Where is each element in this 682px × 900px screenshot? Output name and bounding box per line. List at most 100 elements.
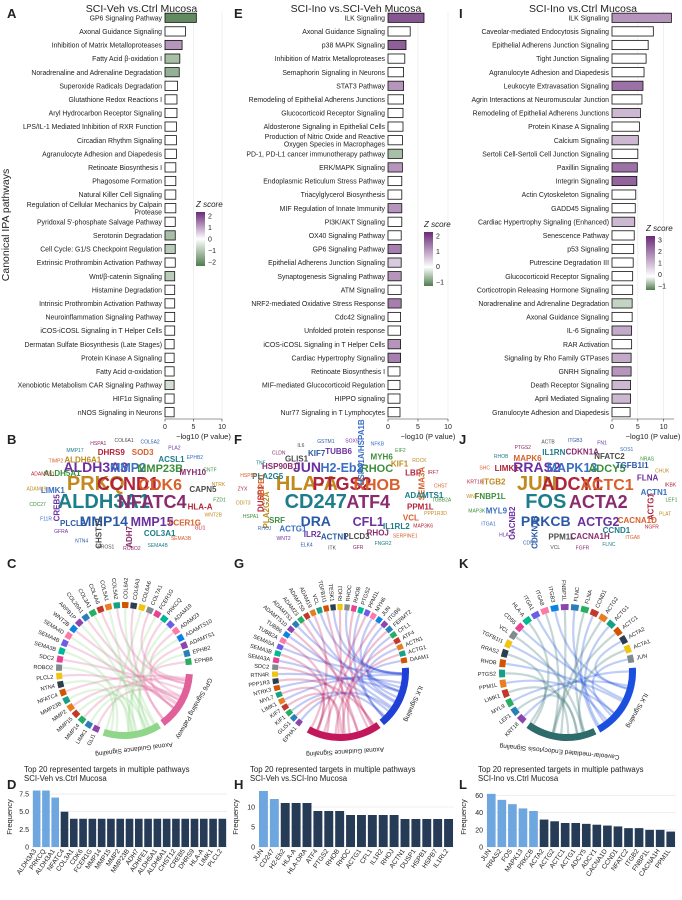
chord-gene-label: ITGA1 bbox=[521, 595, 534, 612]
freq-bar bbox=[508, 804, 517, 847]
pathway-bar bbox=[611, 203, 636, 214]
cloud-word: CDK6 bbox=[138, 477, 182, 494]
cloud-word: MAPK13 bbox=[547, 461, 598, 475]
chord-gene-label: TESK1 bbox=[327, 584, 335, 602]
pathway-label: April Mediated Signaling bbox=[535, 396, 609, 403]
chord-gene-arc bbox=[77, 715, 87, 725]
y-axis-label-pathways: Canonical IPA pathways bbox=[0, 169, 12, 281]
chord-gene-label: SDC2 bbox=[39, 654, 55, 662]
chord-gene-arc bbox=[113, 602, 121, 609]
chord-ribbon bbox=[316, 615, 367, 731]
cloud-word: GFRA bbox=[54, 529, 69, 535]
x-tick-label: 10 bbox=[218, 424, 226, 431]
cloud-word: ITGB2 bbox=[482, 477, 506, 486]
x-tick-label: 0 bbox=[163, 424, 167, 431]
panel-letter-c: C bbox=[7, 556, 17, 571]
freq-bar bbox=[378, 815, 388, 847]
chord-gene-arc bbox=[272, 657, 280, 664]
chord-gene-label: DAAM1 bbox=[410, 654, 430, 663]
chord-gene-label: FLNA bbox=[584, 589, 594, 605]
panel-letter-f: F bbox=[234, 432, 242, 447]
cloud-word: PPM1L bbox=[407, 503, 434, 512]
chord-gene-arc bbox=[180, 641, 189, 650]
pathway-bar bbox=[611, 135, 639, 146]
pathway-label: NRF2-mediated Oxidative Stress Response bbox=[251, 301, 385, 308]
x-tick-label: 0 bbox=[386, 424, 390, 431]
cloud-word: SERPINE1 bbox=[393, 534, 418, 540]
cloud-word: PRKCB bbox=[521, 513, 571, 529]
pathway-bar bbox=[387, 298, 402, 309]
cloud-word: CFL1 bbox=[353, 515, 384, 529]
freq-bar bbox=[324, 811, 334, 847]
chord-ribbon bbox=[505, 662, 623, 702]
pathway-bar bbox=[164, 339, 175, 350]
chord-gene-arc bbox=[130, 602, 138, 610]
chord-ribbon bbox=[62, 666, 138, 731]
cloud-word: MMP15 bbox=[131, 515, 174, 529]
freq-bar bbox=[539, 819, 549, 847]
chord-hub-arc bbox=[306, 722, 381, 741]
chord-gene-arc bbox=[330, 604, 336, 611]
cloud-word: LEF1 bbox=[666, 497, 678, 503]
freq-bar bbox=[592, 824, 602, 847]
pathway-chart-i: ILK Signaling Caveolar-mediated Endocytos… bbox=[472, 11, 681, 441]
freq-bar bbox=[60, 811, 69, 847]
x-tick-label: 5 bbox=[416, 424, 420, 431]
cloud-word: RHOJ bbox=[258, 526, 272, 532]
cloud-word: CNTF bbox=[203, 468, 216, 474]
cloud-word: CHST bbox=[434, 483, 448, 489]
panel-letter-i: I bbox=[459, 6, 463, 21]
chord-ribbon bbox=[127, 638, 179, 732]
chord-ribbon bbox=[116, 608, 185, 685]
cloud-word: MAP3K6 bbox=[413, 523, 433, 529]
chord-gene-arc bbox=[281, 703, 290, 711]
pathway-bar bbox=[164, 12, 197, 23]
panel-letter-a: A bbox=[7, 6, 17, 21]
freq-bar bbox=[218, 818, 227, 847]
chord-gene-arc bbox=[286, 625, 295, 634]
pathway-bar bbox=[387, 67, 405, 78]
pathway-bar bbox=[387, 203, 403, 214]
cloud-word: GFR bbox=[353, 545, 364, 551]
chord-ribbon bbox=[288, 635, 392, 708]
pathway-bar bbox=[164, 366, 175, 377]
cloud-word: MYL9 bbox=[486, 507, 508, 516]
pathway-bar bbox=[387, 325, 402, 336]
chord-gene-label: JUN bbox=[636, 653, 648, 661]
chord-ribbon bbox=[300, 691, 391, 721]
cloud-word: ROBO2 bbox=[123, 546, 141, 552]
panel-letter-k: K bbox=[459, 556, 469, 571]
chord-ribbon bbox=[579, 615, 598, 727]
pathway-bar bbox=[387, 53, 406, 64]
pathway-label: Retinoate Biosynthesis I bbox=[311, 369, 385, 376]
chord-gene-label: COL5A1 bbox=[98, 580, 109, 602]
cloud-word: COL3A1 bbox=[144, 529, 176, 538]
chord-gene-arc bbox=[81, 613, 91, 622]
chord-gene-arc bbox=[74, 618, 84, 628]
cloud-word: SOS1 bbox=[620, 447, 634, 453]
y-tick-label: 10 bbox=[247, 805, 255, 812]
chord-ribbon bbox=[292, 630, 374, 726]
chord-gene-arc bbox=[393, 636, 401, 645]
chord-gene-arc bbox=[626, 654, 635, 664]
chord-gene-label: LEF1 bbox=[498, 713, 512, 726]
chord-ribbon bbox=[368, 659, 402, 693]
pathway-label: Xenobiotic Metabolism CAR Signaling Path… bbox=[18, 383, 163, 390]
pathway-label: p38 MAPK Signaling bbox=[322, 43, 385, 50]
cloud-word: NRAS bbox=[640, 456, 655, 462]
chord-ribbon bbox=[515, 636, 585, 733]
pathway-label: RAR Activation bbox=[563, 342, 609, 349]
cloud-word: FLNC bbox=[602, 542, 615, 548]
chord-ribbon bbox=[72, 684, 181, 707]
pathway-label: Pyridoxal 5'-phosphate Salvage Pathway bbox=[37, 219, 163, 226]
chord-gene-label: TGFB1I1 bbox=[481, 630, 504, 645]
pathway-label: MIF Regulation of Innate Immunity bbox=[280, 206, 386, 213]
cloud-word: TUBB6 bbox=[325, 447, 352, 456]
pathway-bar bbox=[387, 243, 402, 255]
chord-ribbon bbox=[65, 674, 186, 693]
chord-ribbon bbox=[583, 625, 610, 726]
pathway-bar bbox=[164, 325, 176, 336]
pathway-bar bbox=[164, 271, 176, 282]
